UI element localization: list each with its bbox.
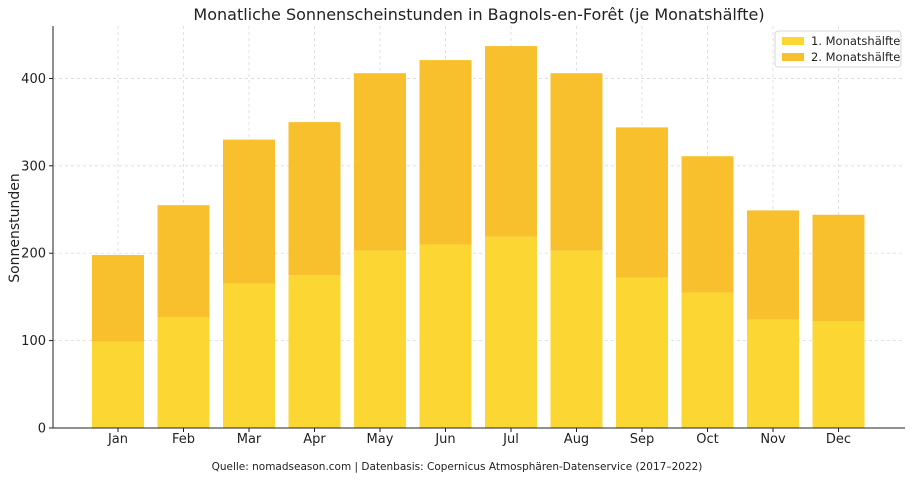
- axes: [52, 26, 905, 429]
- bar-may-series-1: [354, 250, 406, 428]
- chart-title: Monatliche Sonnenscheinstunden in Bagnol…: [193, 5, 764, 24]
- y-axis-title: Sonnenstunden: [7, 173, 23, 283]
- x-tick-label-mar: Mar: [237, 432, 262, 447]
- bar-jun-series-1: [419, 244, 472, 428]
- bar-oct-series-1: [681, 292, 734, 428]
- legend-label-1: 1. Monatshälfte: [811, 34, 900, 48]
- tick-labels: 0 100 200 300 400 Jan Feb Mar Apr May Jun Jul Aug Sep…: [21, 72, 851, 447]
- legend-box: [774, 30, 902, 68]
- bar-nov-series-2: [747, 210, 799, 320]
- bars: [92, 46, 865, 428]
- y-tick-label-3: 300: [21, 159, 46, 174]
- bar-apr-series-2: [288, 122, 341, 276]
- bar-jan-series-2: [92, 254, 144, 342]
- legend-swatch-1: [782, 37, 804, 45]
- x-tick-label-sep: Sep: [630, 432, 655, 447]
- source-note: Quelle: nomadseason.com | Datenbasis: Co…: [212, 461, 703, 473]
- bar-nov-series-1: [747, 319, 799, 428]
- x-tick-label-jul: Jul: [502, 432, 519, 447]
- x-tick-label-apr: Apr: [303, 432, 326, 447]
- y-tick-label-1: 100: [21, 334, 46, 349]
- bar-dec-series-1: [812, 321, 865, 428]
- y-tick-label-4: 400: [21, 72, 46, 87]
- x-tick-label-dec: Dec: [826, 432, 851, 447]
- bar-aug-series-1: [550, 250, 603, 428]
- y-tick-label-2: 200: [21, 247, 46, 262]
- bar-mar-series-2: [223, 139, 275, 284]
- x-tick-label-jun: Jun: [434, 432, 455, 447]
- bar-oct-series-2: [681, 156, 734, 293]
- x-tick-label-feb: Feb: [172, 432, 195, 447]
- bar-sep-series-1: [616, 277, 668, 428]
- y-tick-label-0: 0: [38, 422, 46, 437]
- bar-dec-series-2: [812, 214, 865, 322]
- legend: 1. Monatshälfte 2. Monatshälfte: [774, 30, 902, 68]
- bar-may-series-2: [354, 73, 406, 251]
- x-tick-label-aug: Aug: [564, 432, 589, 447]
- bar-jan-series-1: [92, 341, 144, 428]
- bar-apr-series-1: [288, 275, 341, 428]
- bar-feb-series-1: [157, 317, 210, 428]
- x-tick-label-nov: Nov: [760, 432, 786, 447]
- x-tick-label-jan: Jan: [107, 432, 128, 447]
- legend-swatch-2: [782, 53, 804, 61]
- legend-label-2: 2. Monatshälfte: [811, 50, 900, 64]
- bar-jul-series-1: [485, 236, 537, 428]
- x-tick-label-may: May: [367, 432, 394, 447]
- bar-aug-series-2: [550, 73, 603, 251]
- bar-jun-series-2: [419, 60, 472, 245]
- bar-sep-series-2: [616, 127, 668, 278]
- x-tick-label-oct: Oct: [696, 432, 718, 447]
- bar-feb-series-2: [157, 205, 210, 318]
- bar-jul-series-2: [485, 46, 537, 237]
- bar-mar-series-1: [223, 283, 275, 428]
